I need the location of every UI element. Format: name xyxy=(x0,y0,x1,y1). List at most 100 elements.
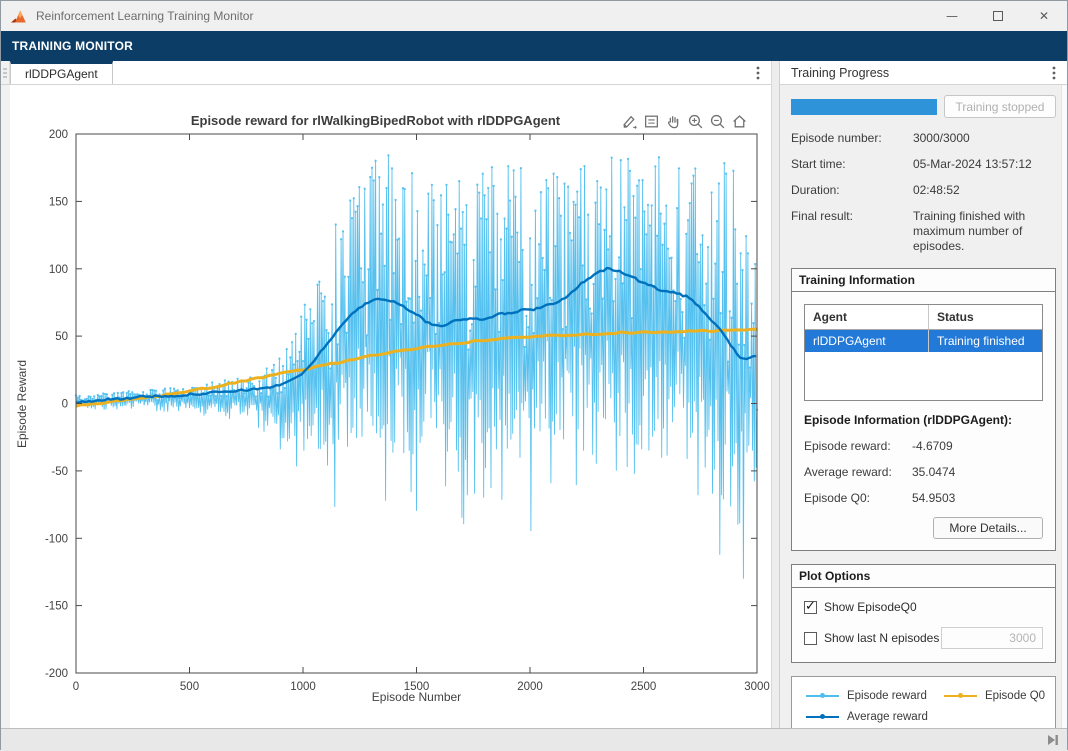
final-result-value: Training finished with maximum number of… xyxy=(912,209,1026,253)
maximize-button[interactable] xyxy=(975,1,1021,31)
document-tabstrip: rlDDPGAgent xyxy=(1,61,771,85)
titlebar: Reinforcement Learning Training Monitor … xyxy=(1,1,1067,31)
episode-reward-value: -4.6709 xyxy=(911,439,953,453)
episode-number-row: Episode number: 3000/3000 xyxy=(791,131,1056,146)
progress-row: Training stopped xyxy=(790,95,1056,118)
more-details-row: More Details... xyxy=(792,517,1055,550)
episode-q0-row: Episode Q0: 54.9503 xyxy=(804,491,1043,505)
show-episode-q0-checkbox[interactable] xyxy=(803,599,817,614)
table-row[interactable]: rlDDPGAgent Training finished xyxy=(804,330,1042,352)
svg-text:2000: 2000 xyxy=(517,681,543,693)
episode-reward-row: Episode reward: -4.6709 xyxy=(804,439,1043,453)
show-episode-q0-row: Show EpisodeQ0 xyxy=(803,599,1043,614)
table-empty-area xyxy=(805,352,1042,400)
kebab-menu-icon xyxy=(1052,66,1056,79)
datatip-icon xyxy=(644,115,658,127)
chart-title: Episode reward for rlWalkingBipedRobot w… xyxy=(190,113,561,128)
svg-text:0: 0 xyxy=(62,399,68,411)
zoom-out-button[interactable] xyxy=(707,111,727,131)
dock-gutter xyxy=(1,61,10,84)
average-reward-label: Average reward: xyxy=(803,465,892,479)
duration-value: 02:48:52 xyxy=(912,183,960,197)
status-column-header: Status xyxy=(936,310,974,324)
legend-entry-average-reward: Average reward xyxy=(805,708,928,725)
panel-title: Training Progress xyxy=(790,65,890,80)
training-stopped-button[interactable]: Training stopped xyxy=(944,95,1056,118)
average-reward-row: Average reward: 35.0474 xyxy=(804,465,1043,479)
episode-q0-swatch xyxy=(943,693,977,698)
pan-button[interactable] xyxy=(663,111,683,131)
y-axis-label: Episode Reward xyxy=(15,359,29,449)
svg-text:500: 500 xyxy=(180,681,199,693)
svg-text:1500: 1500 xyxy=(404,681,430,693)
episode-q0-label: Episode Q0: xyxy=(803,491,870,505)
datatip-button[interactable] xyxy=(641,111,661,131)
legend-entry-episode-q0: Episode Q0 xyxy=(943,687,1046,704)
start-time-value: 05-Mar-2024 13:57:12 xyxy=(912,157,1032,171)
agent-status-table: Agent Status rlDDPGAgent Training finish… xyxy=(803,304,1043,401)
tab-label: rlDDPGAgent xyxy=(25,67,98,81)
training-information-box: Training Information Agent Status rlDDPG… xyxy=(790,268,1056,551)
panel-splitter[interactable] xyxy=(771,61,780,728)
maximize-icon xyxy=(993,11,1003,21)
show-episode-q0-label: Show EpisodeQ0 xyxy=(823,600,917,614)
axes-toolbar xyxy=(619,111,749,131)
plot-options-box: Plot Options Show EpisodeQ0 Show last N … xyxy=(790,564,1056,663)
minimize-button[interactable]: — xyxy=(946,9,958,23)
main-area: rlDDPGAgent Episode reward for rlWalking… xyxy=(1,61,1067,728)
panel-content: Training stopped Episode number: 3000/30… xyxy=(780,85,1067,728)
zoom-out-icon xyxy=(710,114,724,128)
figure-panel-menu-button[interactable] xyxy=(745,61,771,84)
legend-label: Episode Q0 xyxy=(984,689,1046,702)
brush-button[interactable] xyxy=(619,111,639,131)
status-bar xyxy=(1,728,1067,751)
legend-column-2: Episode Q0 xyxy=(943,687,1046,728)
svg-text:3000: 3000 xyxy=(744,681,770,693)
svg-text:0: 0 xyxy=(73,681,79,693)
home-icon xyxy=(732,114,746,127)
more-details-button[interactable]: More Details... xyxy=(933,517,1043,539)
last-n-episodes-input[interactable] xyxy=(941,627,1043,649)
average-reward-swatch xyxy=(805,714,839,719)
agent-column-header: Agent xyxy=(805,305,929,329)
show-last-n-checkbox[interactable] xyxy=(803,631,817,645)
start-time-label: Start time: xyxy=(790,157,846,171)
training-progress-bar xyxy=(790,98,937,115)
pan-icon xyxy=(667,115,678,128)
close-button[interactable]: ✕ xyxy=(1038,9,1050,23)
final-result-row: Final result: Training finished with max… xyxy=(791,209,1056,254)
average-reward-value: 35.0474 xyxy=(911,465,956,479)
show-last-n-row: Show last N episodes xyxy=(803,627,1043,649)
panel-header: Training Progress xyxy=(779,61,1067,85)
chart-legend: Episode reward Average reward Episode Q0 xyxy=(790,676,1056,728)
episode-number-label: Episode number: xyxy=(790,131,882,145)
agent-cell: rlDDPGAgent xyxy=(805,330,929,352)
episode-information-title: Episode Information (rlDDPGAgent): xyxy=(803,413,1012,427)
ribbon-tab-training-monitor[interactable]: TRAINING MONITOR xyxy=(12,39,133,53)
svg-text:-200: -200 xyxy=(45,668,68,680)
zoom-in-button[interactable] xyxy=(685,111,705,131)
drag-handle-icon[interactable] xyxy=(2,67,8,79)
legend-label: Average reward xyxy=(846,710,928,723)
window-title: Reinforcement Learning Training Monitor xyxy=(36,9,254,23)
final-result-label: Final result: xyxy=(790,209,853,223)
restore-view-button[interactable] xyxy=(729,111,749,131)
episode-reward-label: Episode reward: xyxy=(803,439,891,453)
svg-text:1000: 1000 xyxy=(290,681,316,693)
legend-entry-episode-reward: Episode reward xyxy=(805,687,928,704)
legend-column-1: Episode reward Average reward xyxy=(805,687,928,728)
figure-document: rlDDPGAgent Episode reward for rlWalking… xyxy=(1,61,771,728)
skip-end-icon[interactable] xyxy=(1045,733,1061,747)
training-information-title: Training Information xyxy=(791,269,1055,292)
svg-text:-100: -100 xyxy=(45,533,68,545)
progress-panel-menu-button[interactable] xyxy=(1041,66,1067,80)
svg-text:150: 150 xyxy=(49,196,68,208)
brush-icon xyxy=(622,115,637,129)
start-time-row: Start time: 05-Mar-2024 13:57:12 xyxy=(791,157,1056,172)
figure-area: Episode reward for rlWalkingBipedRobot w… xyxy=(1,85,771,728)
tab-rlddpgagent[interactable]: rlDDPGAgent xyxy=(10,61,113,84)
zoom-in-icon xyxy=(688,114,702,128)
svg-text:100: 100 xyxy=(49,264,68,276)
episode-reward-swatch xyxy=(805,693,839,698)
panel-scroll-gutter[interactable] xyxy=(1061,85,1067,728)
